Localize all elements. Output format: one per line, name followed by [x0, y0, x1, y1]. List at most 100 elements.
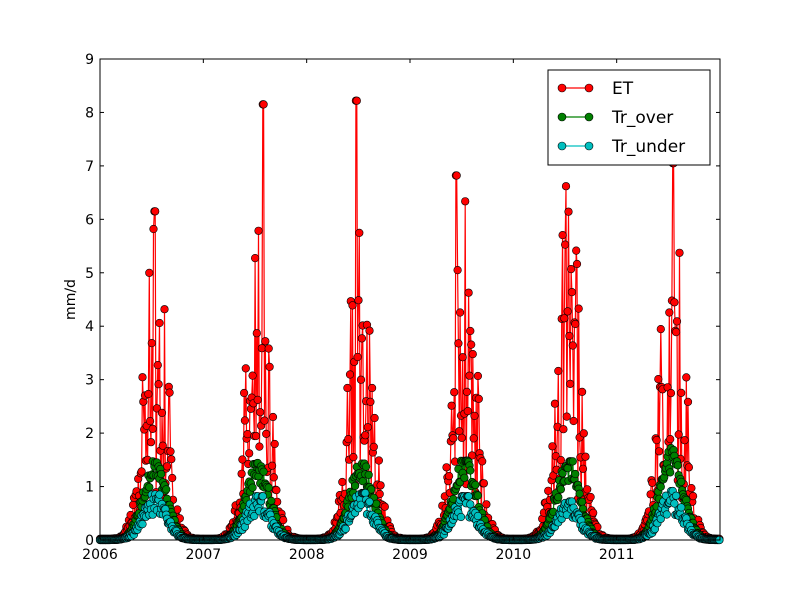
data-point-ET: [251, 431, 261, 441]
data-point-Tr_over: [267, 496, 276, 506]
y-tick-label: 1: [85, 480, 94, 496]
data-point-ET: [375, 489, 384, 499]
data-point-ET: [568, 341, 577, 350]
data-point-ET: [648, 478, 657, 487]
data-point-ET: [544, 486, 553, 495]
y-tick-label: 2: [85, 426, 94, 442]
data-point-Tr_over: [372, 499, 381, 508]
data-point-ET: [257, 344, 267, 353]
data-point-ET: [168, 473, 177, 483]
data-point-ET: [160, 305, 169, 314]
data-point-ET: [467, 451, 477, 460]
data-point-ET: [361, 431, 370, 440]
data-point-ET: [560, 240, 570, 249]
series-line-Tr_under: [100, 490, 720, 541]
data-point-Tr_over: [575, 489, 584, 498]
data-point-ET: [458, 353, 467, 362]
data-point-ET: [366, 397, 375, 407]
data-point-ET: [248, 371, 257, 380]
data-point-Tr_over: [556, 485, 566, 494]
data-point-ET: [671, 328, 681, 337]
data-point-ET: [461, 197, 470, 206]
data-point-ET: [464, 288, 473, 297]
data-point-Tr_under: [464, 492, 473, 501]
y-tick-label: 0: [85, 533, 94, 549]
data-point-ET: [369, 442, 378, 452]
y-tick-label: 8: [85, 105, 94, 121]
data-point-ET: [268, 461, 277, 470]
data-point-ET: [245, 449, 254, 458]
data-point-ET: [563, 307, 572, 316]
data-point-ET: [672, 317, 682, 326]
data-point-ET: [574, 304, 583, 313]
series-line-Tr_over: [100, 447, 720, 541]
data-point-ET: [338, 477, 347, 487]
data-point-ET: [479, 479, 489, 488]
x-tick-label: 2011: [599, 547, 635, 563]
data-point-ET: [259, 100, 268, 109]
y-tick-label: 5: [85, 266, 94, 282]
series-line-ET: [100, 100, 720, 540]
data-point-ET: [665, 308, 674, 317]
data-point-Tr_over: [568, 457, 577, 466]
data-point-ET: [457, 433, 466, 442]
legend-marker-Tr_over: [557, 112, 567, 122]
data-point-ET: [562, 412, 571, 421]
data-point-ET: [646, 490, 655, 499]
data-point-ET: [684, 463, 694, 472]
data-point-Tr_under: [456, 512, 466, 522]
data-point-ET: [453, 266, 462, 275]
data-point-ET: [565, 331, 574, 341]
data-point-ET: [560, 314, 569, 323]
data-point-ET: [370, 413, 379, 423]
data-point-ET: [238, 455, 247, 464]
data-point-ET: [153, 361, 162, 370]
axis-ticks: 2006 2007 2008 2009 2010 2011 0 1 2 3 4 5 6 7 8 9: [82, 52, 720, 563]
data-point-ET: [442, 463, 451, 472]
data-point-ET: [256, 408, 265, 417]
data-point-Tr_under: [671, 491, 681, 500]
y-axis-label: mm/d: [63, 279, 79, 320]
data-point-ET: [144, 389, 153, 399]
x-tick-label: 2008: [289, 547, 325, 563]
data-point-ET: [569, 416, 578, 426]
data-point-ET: [269, 473, 278, 482]
data-point-ET: [270, 439, 279, 449]
legend-marker-Tr_under: [557, 141, 567, 151]
data-point-Tr_over: [473, 491, 483, 500]
data-point-ET: [146, 417, 155, 426]
data-point-ET: [571, 319, 580, 329]
data-point-ET: [670, 298, 679, 307]
data-point-ET: [554, 366, 563, 376]
data-point-ET: [561, 182, 571, 191]
data-point-Tr_under: [677, 503, 686, 512]
data-point-ET: [652, 436, 661, 445]
data-point-ET: [262, 429, 271, 439]
data-point-ET: [252, 329, 261, 338]
data-point-ET: [577, 387, 587, 397]
data-point-ET: [363, 423, 372, 432]
data-point-Tr_over: [259, 467, 268, 476]
data-point-ET: [348, 301, 357, 310]
data-point-ET: [167, 455, 176, 464]
data-point-ET: [445, 472, 454, 481]
data-point-ET: [468, 350, 477, 359]
data-point-ET: [578, 464, 588, 473]
data-point-ET: [148, 424, 157, 434]
data-point-ET: [149, 224, 158, 234]
data-point-ET: [666, 389, 676, 398]
data-point-ET: [365, 326, 374, 335]
data-point-Tr_over: [364, 470, 373, 480]
data-point-ET: [469, 434, 478, 443]
data-point-Tr_over: [577, 497, 587, 506]
x-tick-label: 2009: [392, 547, 428, 563]
data-point-ET: [352, 96, 361, 105]
data-point-ET: [666, 435, 675, 444]
data-point-ET: [447, 401, 456, 410]
data-point-Tr_under: [250, 511, 259, 521]
y-tick-label: 6: [85, 212, 94, 228]
data-point-ET: [683, 397, 693, 407]
data-point-ET: [380, 502, 389, 511]
data-point-ET: [137, 467, 146, 476]
